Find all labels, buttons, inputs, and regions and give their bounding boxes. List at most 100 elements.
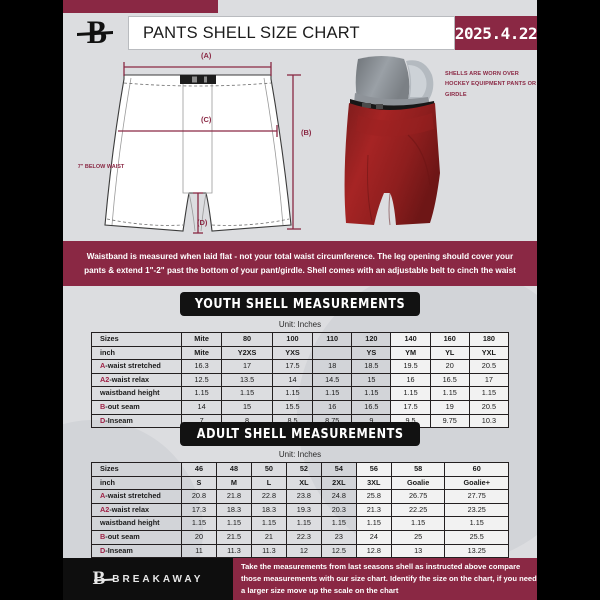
table-cell: 120 [351, 332, 392, 347]
adult-unit-label: Unit: Inches [278, 450, 322, 459]
measurement-note-text: Waistband is measured when laid flat - n… [84, 251, 516, 275]
table-cell: 1.15 [351, 386, 392, 401]
page-title: PANTS SHELL SIZE CHART [143, 23, 360, 42]
table-cell: 20.5 [469, 400, 510, 415]
table-cell: 1.15 [356, 516, 392, 531]
table-cell: 11.3 [251, 544, 287, 559]
table-row: inch Mite Y2XS YXS YS YM YL YXL [91, 346, 510, 361]
row-label-marker: B [100, 401, 106, 411]
table-cell: YM [390, 346, 431, 361]
table-cell: 10.3 [469, 414, 510, 429]
table-cell: Goalie+ [444, 476, 509, 491]
table-cell: 100 [272, 332, 314, 347]
measurement-label-c: (C) [201, 115, 212, 124]
table-cell: 25.8 [356, 489, 392, 504]
table-cell: 22.3 [286, 530, 322, 545]
photo-note: SHELLS ARE WORN OVER HOCKEY EQUIPMENT PA… [445, 71, 537, 98]
table-row: waistband height 1.15 1.15 1.15 1.15 1.15 1.15… [91, 516, 509, 531]
table-cell: 1.15 [286, 516, 322, 531]
adult-measurements-table: Sizes 46 48 50 52 54 56 58 60 inch S M L XL 2XL 3XL Goal… [91, 462, 509, 559]
row-label-marker: D [100, 545, 106, 555]
table-cell: 54 [321, 462, 357, 477]
table-cell: 52 [286, 462, 322, 477]
table-cell [312, 346, 353, 361]
table-cell: 17 [221, 359, 273, 374]
row-label: waistband height [91, 516, 182, 531]
table-cell: 23 [321, 530, 357, 545]
footer-instructions-text: Take the measurements from last seasons … [241, 561, 537, 596]
table-cell: 14 [272, 373, 314, 388]
adult-heading-text: ADULT SHELL MEASUREMENTS [196, 426, 404, 442]
youth-measurements-table: Sizes Mite 80 100 110 120 140 160 180 inch Mite Y2X… [91, 332, 510, 429]
table-row: Sizes Mite 80 100 110 120 140 160 180 [91, 332, 510, 347]
table-cell: 18 [312, 359, 353, 374]
measurement-label-b: (B) [301, 128, 312, 137]
table-cell: 140 [390, 332, 431, 347]
row-label: waistband height [91, 386, 182, 401]
table-cell: 56 [356, 462, 392, 477]
table-cell: 46 [181, 462, 217, 477]
measurement-label-d: (D) [197, 218, 208, 227]
table-cell: 24.8 [321, 489, 357, 504]
table-cell: 20.5 [469, 359, 510, 374]
table-cell: 12.5 [181, 373, 223, 388]
table-cell: 16 [390, 373, 431, 388]
table-cell: 17 [469, 373, 510, 388]
row-label: A2-waist relax [91, 503, 182, 518]
table-cell: 160 [430, 332, 470, 347]
table-cell: 21.5 [216, 530, 252, 545]
table-row: D-Inseam 11 11.3 11.3 12 12.5 12.8 13 13.25 [91, 544, 509, 559]
table-cell: 20 [430, 359, 470, 374]
table-cell: Goalie [391, 476, 446, 491]
row-label-marker: D [100, 415, 106, 425]
table-cell: Mite [181, 346, 223, 361]
size-chart-page: B PANTS SHELL SIZE CHART 2025.4.22 [63, 0, 537, 600]
row-label: D-Inseam [91, 544, 182, 559]
row-label-marker: A2 [100, 504, 110, 514]
revision-date: 2025.4.22 [454, 23, 537, 43]
youth-heading-text: YOUTH SHELL MEASUREMENTS [194, 296, 406, 312]
table-cell: 1.15 [469, 386, 510, 401]
adult-section: ADULT SHELL MEASUREMENTS Unit: Inches Si… [63, 422, 537, 559]
table-cell: 1.15 [321, 516, 357, 531]
table-cell: 15.5 [272, 400, 314, 415]
youth-section: YOUTH SHELL MEASUREMENTS Unit: Inches Si… [63, 292, 537, 429]
table-cell: Mite [181, 332, 223, 347]
table-row: B-out seam 20 21.5 21 22.3 23 24 25 25.5 [91, 530, 509, 545]
table-cell: 26.75 [391, 489, 446, 504]
table-cell: 23.8 [286, 489, 322, 504]
table-cell: YL [430, 346, 470, 361]
adult-table-wrap: Sizes 46 48 50 52 54 56 58 60 inch S M L XL 2XL 3XL Goal… [63, 462, 537, 559]
table-cell: 58 [391, 462, 446, 477]
footer-brand-block: B BREAKAWAY [63, 558, 233, 600]
measurement-label-a: (A) [201, 51, 212, 60]
table-row: waistband height 1.15 1.15 1.15 1.15 1.15 1.15… [91, 386, 510, 401]
table-cell: 19.5 [390, 359, 431, 374]
table-cell: 50 [251, 462, 287, 477]
table-cell: 18.5 [351, 359, 392, 374]
row-label: inch [91, 476, 182, 491]
table-cell: 180 [469, 332, 510, 347]
table-cell: 1.15 [390, 386, 431, 401]
table-cell: 25 [391, 530, 446, 545]
table-cell: 21.8 [216, 489, 252, 504]
table-cell: 17.5 [390, 400, 431, 415]
table-cell: YS [351, 346, 392, 361]
table-cell: M [216, 476, 252, 491]
page-title-box: PANTS SHELL SIZE CHART [128, 16, 455, 50]
table-cell: 1.15 [312, 386, 353, 401]
table-cell: 1.15 [430, 386, 470, 401]
row-label-marker: A [100, 361, 106, 371]
footer-logo-icon: B [93, 568, 114, 590]
table-cell: XL [286, 476, 322, 491]
row-label: inch [91, 346, 182, 361]
table-cell: 1.15 [251, 516, 287, 531]
table-cell: 24 [356, 530, 392, 545]
table-cell: 16 [312, 400, 353, 415]
youth-section-heading: YOUTH SHELL MEASUREMENTS [180, 292, 420, 316]
row-label-marker: A [100, 491, 106, 501]
table-cell: 15 [221, 400, 273, 415]
row-label: A-waist stretched [91, 359, 182, 374]
table-cell: Y2XS [221, 346, 273, 361]
table-cell: 11 [181, 544, 217, 559]
